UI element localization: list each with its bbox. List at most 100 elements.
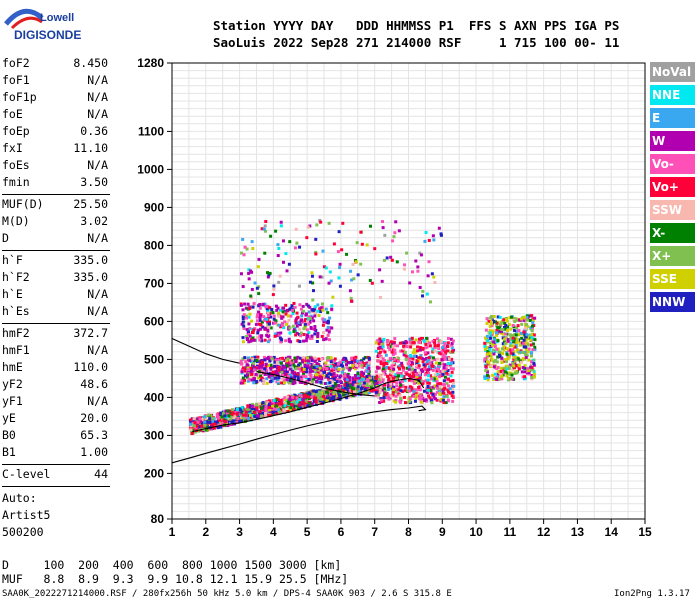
echo-dot (381, 226, 385, 230)
echo-dot (379, 385, 383, 389)
param-row: B0 65.3 (2, 428, 108, 445)
echo-dot (400, 374, 404, 378)
echo-dot (328, 369, 332, 373)
footer-version: Ion2Png 1.3.17 (614, 589, 690, 599)
echo-dot (310, 274, 314, 278)
echo-dot (288, 381, 292, 385)
echo-dot (433, 397, 437, 401)
param-label: foF1 (2, 73, 30, 87)
echo-dot (287, 337, 291, 341)
echo-dot (450, 394, 454, 398)
param-row: B1 1.00 (2, 445, 108, 462)
param-value: N/A (87, 73, 108, 87)
echo-dot (271, 379, 275, 383)
echo-dot (401, 368, 405, 372)
echo-dot (512, 357, 516, 361)
echo-dot (302, 309, 306, 313)
echo-dot (402, 347, 406, 351)
echo-dot (427, 381, 431, 385)
echo-dot (505, 367, 509, 371)
echo-dot (336, 362, 340, 366)
echo-dot (244, 410, 248, 414)
echo-dot (276, 311, 280, 315)
echo-dot (442, 395, 446, 399)
echo-dot (240, 322, 244, 326)
echo-dot (492, 348, 496, 352)
echo-dot (486, 378, 490, 382)
echo-dot (253, 281, 257, 285)
param-label: MUF(D) (2, 197, 44, 211)
echo-dot (322, 387, 326, 391)
param-row: foE N/A (2, 107, 108, 124)
echo-dot (521, 350, 525, 354)
echo-dot (301, 304, 305, 308)
echo-dot (345, 252, 349, 256)
echo-dot (390, 375, 394, 379)
echo-dot (293, 405, 297, 409)
echo-dot (269, 355, 273, 359)
auto-scaling-text: 500200 (2, 525, 44, 539)
echo-dot (438, 382, 442, 386)
echo-dot (523, 350, 527, 354)
echo-dot (451, 381, 455, 385)
echo-dot (499, 369, 503, 373)
x-tick-label: 11 (504, 525, 517, 539)
logo-arc-red (10, 16, 43, 30)
echo-dot (307, 331, 311, 335)
echo-dot (411, 270, 415, 274)
echo-dot (389, 382, 393, 386)
echo-dot (401, 366, 405, 370)
echo-dot (483, 347, 487, 351)
echo-dot (483, 345, 487, 349)
echo-dot (423, 373, 427, 377)
echo-dot (425, 336, 429, 340)
echo-dot (529, 326, 533, 330)
echo-dot (525, 315, 529, 319)
echo-dot (298, 393, 302, 397)
echo-dot (189, 424, 193, 428)
echo-dot (337, 230, 341, 234)
echo-dot (419, 379, 423, 383)
echo-dot (269, 326, 273, 330)
param-value: N/A (87, 107, 108, 121)
echo-dot (277, 246, 281, 250)
echo-dot (257, 257, 261, 261)
echo-dot (274, 410, 278, 414)
param-row: h`F 335.0 (2, 253, 108, 270)
echo-dot (250, 357, 254, 361)
echo-dot (493, 372, 497, 376)
param-row: D N/A (2, 231, 108, 248)
y-tick-label: 80 (151, 512, 165, 526)
echo-dot (337, 367, 341, 371)
echo-dot (334, 397, 338, 401)
echo-dot (339, 363, 343, 367)
echo-dot (245, 247, 249, 251)
echo-dot (252, 411, 256, 415)
echo-dot (449, 367, 453, 371)
echo-dot (269, 363, 273, 367)
x-tick-label: 1 (169, 525, 176, 539)
echo-dot (249, 269, 253, 273)
echo-dot (439, 398, 443, 402)
echo-dot (352, 389, 356, 393)
echo-dot (389, 373, 393, 377)
echo-dot (436, 367, 440, 371)
echo-dot (281, 356, 285, 360)
echo-dot (507, 366, 511, 370)
echo-dot (402, 267, 406, 271)
echo-dot (513, 319, 517, 323)
echo-dot (200, 417, 204, 421)
x-tick-label: 9 (439, 525, 446, 539)
echo-dot (263, 251, 267, 255)
echo-dot (333, 381, 337, 385)
param-row: yF1 N/A (2, 394, 108, 411)
echo-dot (290, 308, 294, 312)
echo-dot (249, 417, 253, 421)
echo-dot (411, 341, 415, 345)
echo-dot (264, 409, 268, 413)
echo-dot (511, 323, 515, 327)
echo-dot (398, 367, 402, 371)
echo-dot (446, 388, 450, 392)
echo-dot (418, 356, 422, 360)
echo-dot (342, 385, 346, 389)
